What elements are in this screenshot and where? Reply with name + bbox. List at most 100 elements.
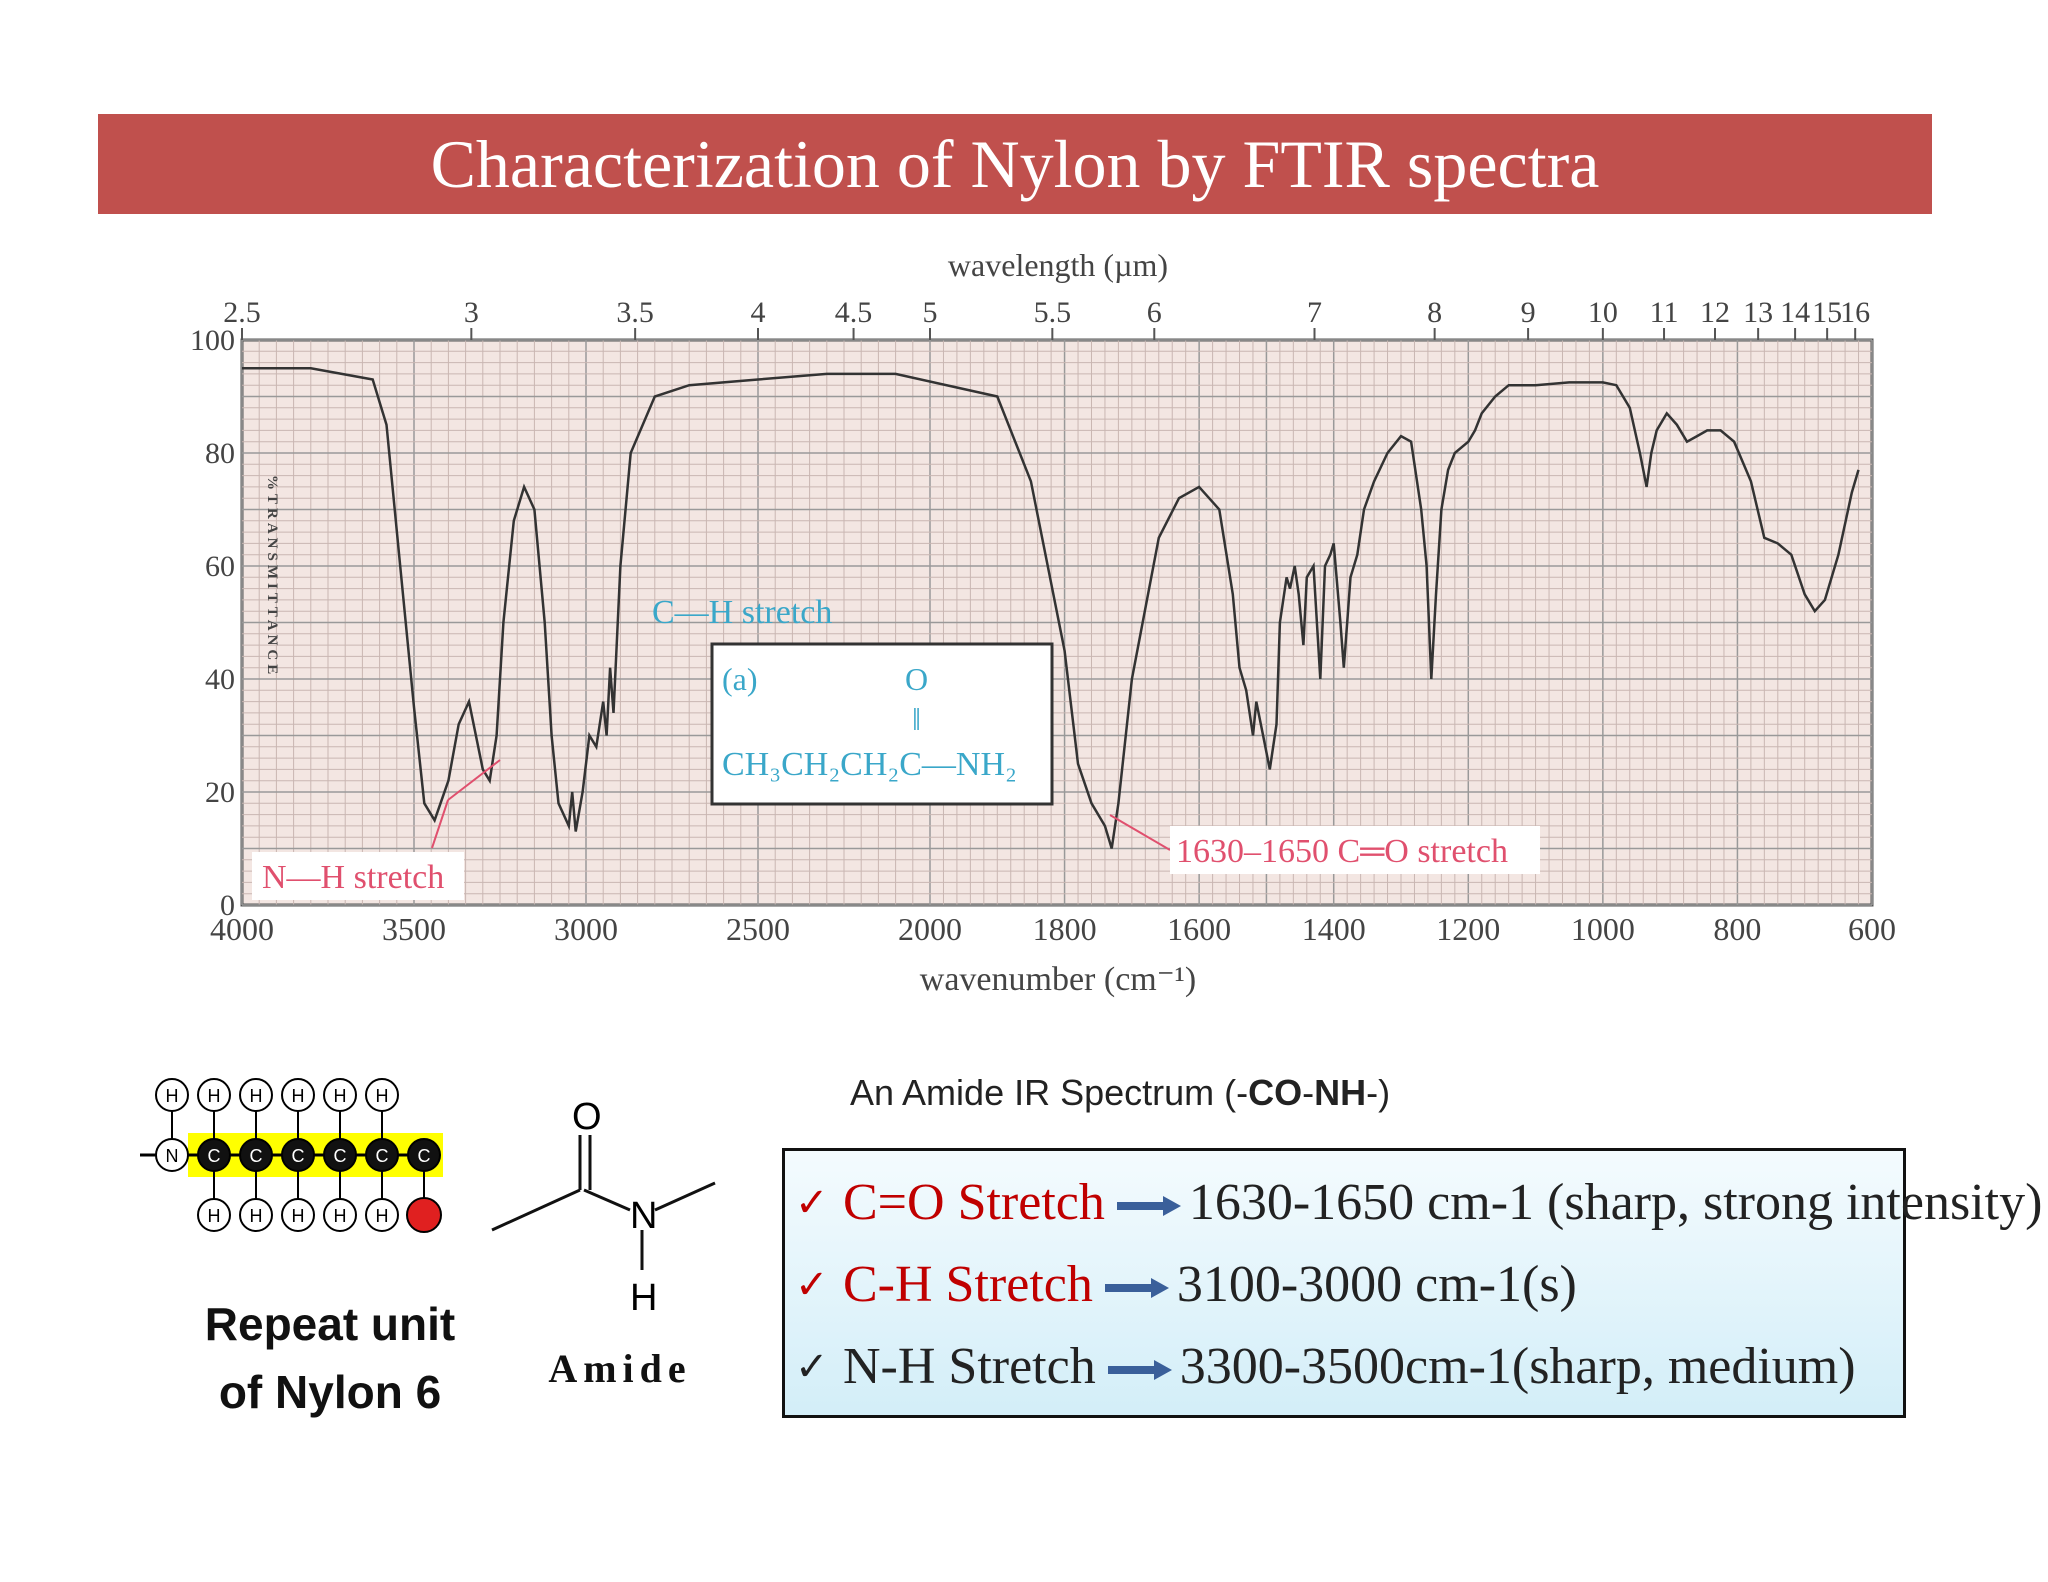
repeat-unit-line2: of Nylon 6 [218, 1366, 442, 1418]
y-axis-label: %TRANSMITTANCE [264, 475, 280, 678]
top-h-atom [197, 1078, 231, 1112]
arrow-right-icon [1107, 1359, 1172, 1380]
nh-stretch-label: N—H stretch [262, 859, 444, 896]
inset-structure-box: (a) O ‖ CH₃CH₂CH₂C—NH₂ [710, 642, 1054, 806]
top-tick-label: 3 [464, 296, 479, 329]
x-tick-label: 600 [1848, 911, 1896, 947]
y-tick-label: 60 [205, 550, 235, 583]
y-tick-label: 40 [205, 663, 235, 696]
chain-atom [407, 1138, 441, 1172]
top-tick-label: 4.5 [835, 296, 873, 329]
bottom-h-atom [281, 1198, 315, 1232]
top-tick-label: 3.5 [616, 296, 654, 329]
chain-atom [323, 1138, 357, 1172]
amide-oxygen: O [572, 1096, 602, 1138]
top-tick-label: 12 [1700, 296, 1730, 329]
check-icon: ✓ [795, 1343, 829, 1390]
chain-atom [197, 1138, 231, 1172]
x-tick-label: 1400 [1302, 911, 1366, 947]
inset-formula: CH₃CH₂CH₂C—NH₂ [722, 746, 1017, 783]
top-tick-label: 10 [1588, 296, 1618, 329]
top-tick-label: 5 [923, 296, 938, 329]
chain-atom [239, 1138, 273, 1172]
top-tick-label: 16 [1840, 296, 1870, 329]
bottom-h-atom [365, 1198, 399, 1232]
chain-atom-label: C [250, 1146, 263, 1166]
top-tick-label: 9 [1521, 296, 1536, 329]
x-tick-label: 3500 [382, 911, 446, 947]
chain-atom [365, 1138, 399, 1172]
slide-title: Characterization of Nylon by FTIR spectr… [98, 114, 1932, 214]
top-tick-label: 5.5 [1034, 296, 1072, 329]
amide-hydrogen: H [630, 1277, 657, 1319]
chart-grid [241, 339, 1873, 906]
check-icon: ✓ [795, 1261, 829, 1308]
top-tick-label: 13 [1743, 296, 1773, 329]
top-h-atom [281, 1078, 315, 1112]
amide-structure-diagram: O N H [491, 1096, 716, 1319]
chain-atom-label: C [208, 1146, 221, 1166]
y-tick-label: 100 [190, 324, 235, 357]
stretch-name: C=O Stretch [843, 1174, 1105, 1231]
bottom-h-atom [239, 1198, 273, 1232]
y-tick-label: 0 [220, 889, 235, 922]
bottom-h-atom-label: H [376, 1206, 389, 1226]
heading-co: CO [1248, 1072, 1303, 1113]
repeat-unit-label: Repeat unit of Nylon 6 [150, 1290, 510, 1426]
bottom-h-atom-label: H [334, 1206, 347, 1226]
stretch-info-box: ✓ C=O Stretch 1630-1650 cm-1 (sharp, stron… [782, 1148, 2042, 1418]
co-stretch-annotation: 1630–1650 C═O stretch [1109, 814, 1540, 874]
top-h-atom-label: H [334, 1086, 347, 1106]
x-tick-label: 2000 [898, 911, 962, 947]
heading-suffix: -) [1366, 1072, 1391, 1113]
stretch-row: ✓ C=O Stretch 1630-1650 cm-1 (sharp, stron… [795, 1173, 2042, 1232]
chain-atom [155, 1138, 189, 1172]
amide-label: Amide [548, 1346, 692, 1391]
top-tick-label: 14 [1780, 296, 1810, 329]
inset-oxygen: O [905, 661, 928, 697]
top-tick-label: 6 [1147, 296, 1162, 329]
nylon6-repeat-unit-diagram: N C C C C C C H H H H H H H H H H H [140, 1078, 443, 1233]
top-tick-label: 2.5 [223, 296, 261, 329]
repeat-unit-line1: Repeat unit [204, 1298, 456, 1350]
top-tick-label: 4 [751, 296, 766, 329]
nh-stretch-annotation: N—H stretch [252, 759, 501, 900]
heading-prefix: An Amide IR Spectrum (- [850, 1072, 1249, 1113]
x-axis-ticks: 4000 3500 3000 2500 2000 1800 1600 1400 1200 1000… [210, 911, 1896, 947]
bottom-h-atom-label: H [292, 1206, 305, 1226]
chain-atom [281, 1138, 315, 1172]
amide-nitrogen: N [630, 1195, 657, 1237]
bottom-h-atom-label: H [250, 1206, 263, 1226]
bottom-h-atom [197, 1198, 231, 1232]
top-tick-label: 11 [1650, 296, 1679, 329]
stretch-value: 3100-3000 cm-1(s) [1176, 1256, 1577, 1313]
y-axis-ticks: 0 20 40 60 80 100 [190, 324, 235, 922]
inset-label: (a) [722, 661, 758, 697]
oxygen-atom [406, 1197, 442, 1233]
stretch-value: 1630-1650 cm-1 (sharp, strong intensity) [1188, 1174, 2043, 1231]
x-tick-label: 1000 [1571, 911, 1635, 947]
amide-ir-heading: An Amide IR Spectrum (-CO-NH-) [850, 1072, 1650, 1114]
chain-atom-label: C [334, 1146, 347, 1166]
top-h-atom-label: H [292, 1086, 305, 1106]
co-stretch-label: 1630–1650 C═O stretch [1176, 833, 1508, 870]
ch-stretch-annotation: C—H stretch [652, 594, 832, 631]
bottom-h-atom-label: H [208, 1206, 221, 1226]
stretch-row: ✓ C-H Stretch 3100-3000 cm-1(s) [795, 1255, 1577, 1314]
arrow-right-icon [1116, 1195, 1181, 1216]
chain-atom-label: C [292, 1146, 305, 1166]
top-h-atom [365, 1078, 399, 1112]
stretch-name: C-H Stretch [843, 1256, 1093, 1313]
top-h-atom [239, 1078, 273, 1112]
stretch-row: ✓ N-H Stretch 3300-3500cm-1(sharp, medium) [795, 1337, 1856, 1396]
bottom-h-atom [323, 1198, 357, 1232]
top-h-atom-label: H [250, 1086, 263, 1106]
arrow-right-icon [1104, 1277, 1169, 1298]
top-tick-label: 8 [1427, 296, 1442, 329]
x-tick-label: 1800 [1033, 911, 1097, 947]
chain-atom-label: N [166, 1146, 179, 1166]
inset-double-bond: ‖ [912, 701, 921, 737]
x-tick-label: 4000 [210, 911, 274, 947]
check-icon: ✓ [795, 1179, 829, 1226]
